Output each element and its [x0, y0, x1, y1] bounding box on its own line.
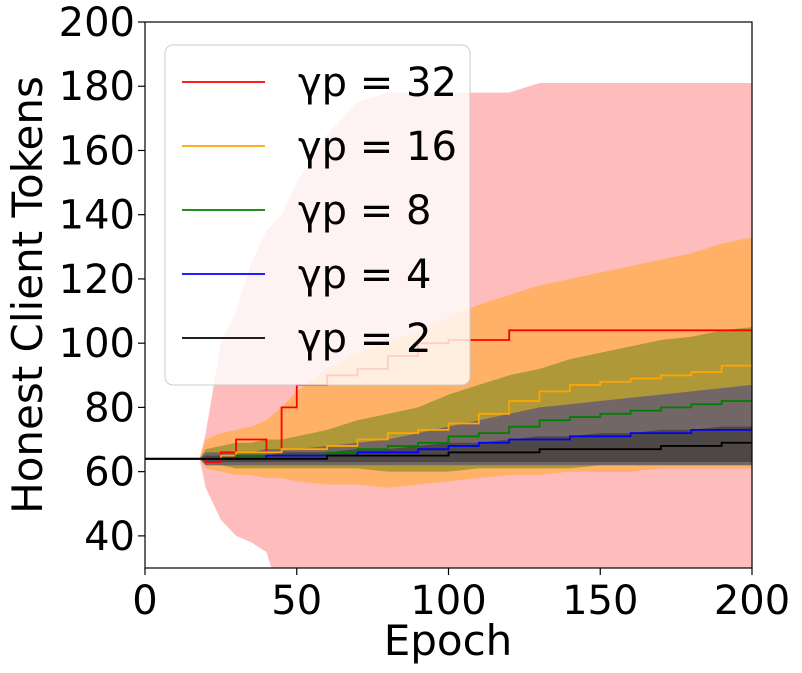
- band: [199, 237, 752, 488]
- series-line: [145, 362, 752, 460]
- y-tick-label: 100: [59, 321, 135, 367]
- y-tick-label: 200: [59, 0, 135, 46]
- legend-box: [164, 44, 471, 386]
- series-line: [145, 397, 752, 460]
- x-tick-label: 150: [562, 578, 638, 624]
- x-tick-label: 200: [714, 578, 790, 624]
- legend-label: γp = 8: [298, 188, 431, 234]
- x-axis-label: Epoch: [384, 616, 513, 665]
- y-tick-label: 160: [59, 128, 135, 174]
- x-tick-label: 50: [271, 578, 322, 624]
- x-tick-label: 0: [132, 578, 157, 624]
- legend-label: γp = 2: [298, 316, 431, 362]
- legend-label: γp = 4: [298, 252, 431, 298]
- x-tick-label: 100: [410, 578, 486, 624]
- y-tick-label: 140: [59, 193, 135, 239]
- y-axis-label: Honest Client Tokens: [3, 76, 52, 514]
- y-tick-label: 60: [84, 450, 135, 496]
- y-tick-label: 40: [84, 514, 135, 560]
- y-tick-label: 120: [59, 257, 135, 303]
- y-tick-label: 180: [59, 64, 135, 110]
- legend: γp = 32 γp = 16 γp = 8 γp = 4 γp = 2: [164, 44, 471, 386]
- y-tick-label: 80: [84, 385, 135, 431]
- legend-label: γp = 16: [298, 124, 457, 170]
- legend-label: γp = 32: [298, 60, 457, 106]
- series-line: [145, 441, 752, 460]
